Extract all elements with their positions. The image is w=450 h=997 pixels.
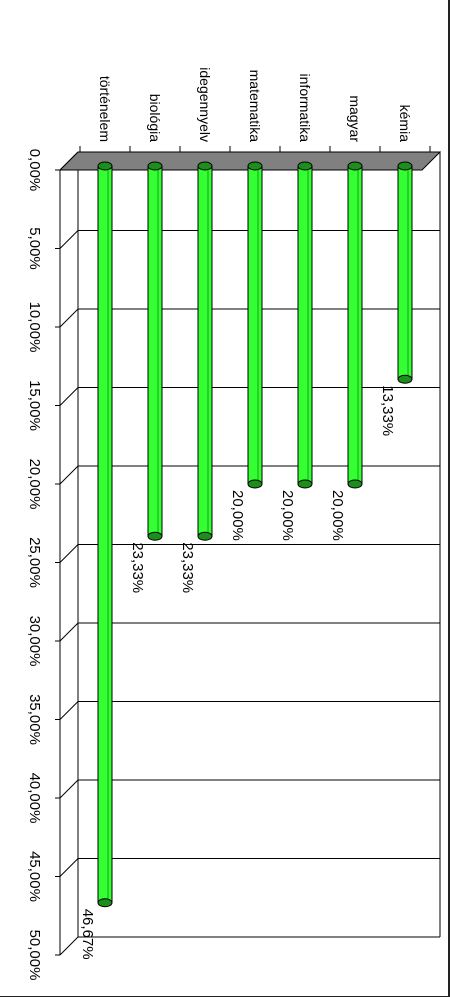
category-label: magyar — [347, 95, 363, 142]
bar-start-cap — [397, 161, 413, 171]
category-label: matematika — [247, 70, 263, 143]
bar — [297, 165, 313, 485]
floor-gridline — [59, 230, 79, 249]
category-label: kémia — [397, 105, 413, 143]
label-layer: 0,00% 5,00% 10,00% 15,00% 20,00% 25,00% 30,00%… — [26, 67, 413, 980]
tick-label: 10,00% — [26, 302, 43, 353]
bar-end-cap — [197, 531, 213, 541]
bar-start-cap — [197, 161, 213, 171]
tick-label: 35,00% — [26, 694, 43, 745]
bar-end-cap — [147, 531, 163, 541]
bar-start-cap — [97, 161, 113, 171]
floor-gridline — [59, 622, 79, 642]
data-label: 46,67% — [79, 909, 96, 960]
bar — [197, 165, 213, 537]
bar — [397, 165, 413, 380]
bar — [247, 165, 263, 485]
bar-end-cap — [247, 479, 263, 489]
category-label: idegennyelv — [197, 67, 213, 142]
data-label: 20,00% — [229, 490, 246, 541]
tick-label: 5,00% — [26, 227, 43, 270]
bar-end-cap — [297, 479, 313, 489]
tick-label: 40,00% — [26, 773, 43, 824]
floor-gridline — [59, 936, 79, 956]
floor-gridline — [59, 544, 79, 563]
data-label: 23,33% — [179, 542, 196, 593]
category-label: történelem — [97, 76, 113, 142]
tick-label: 20,00% — [26, 459, 43, 510]
floor-gridline — [59, 465, 79, 485]
data-label: 13,33% — [379, 385, 396, 436]
tick-label: 50,00% — [26, 930, 43, 981]
grid-layer — [55, 146, 442, 956]
tick-label: 30,00% — [26, 616, 43, 667]
bar — [347, 165, 363, 485]
bar-layer — [97, 161, 413, 908]
category-label: informatika — [297, 74, 313, 143]
category-label: biológia — [147, 94, 163, 142]
bar — [147, 165, 163, 537]
bar-start-cap — [297, 161, 313, 171]
data-label: 23,33% — [129, 542, 146, 593]
floor-gridline — [59, 779, 79, 799]
tick-label: 25,00% — [26, 537, 43, 588]
bar-start-cap — [147, 161, 163, 171]
bar-start-cap — [347, 161, 363, 171]
tick-label: 45,00% — [26, 851, 43, 902]
tick-label: 15,00% — [26, 380, 43, 431]
bar-end-cap — [347, 479, 363, 489]
data-label: 20,00% — [279, 490, 296, 541]
tick-label: 0,00% — [26, 149, 43, 192]
bar-start-cap — [247, 161, 263, 171]
floor-gridline — [59, 701, 79, 720]
bar — [97, 165, 113, 904]
data-label: 20,00% — [329, 490, 346, 541]
floor-gridline — [59, 387, 79, 406]
bar-end-cap — [97, 898, 113, 908]
floor-gridline — [59, 858, 79, 877]
floor-gridline — [59, 308, 79, 328]
bar-end-cap — [397, 374, 413, 384]
